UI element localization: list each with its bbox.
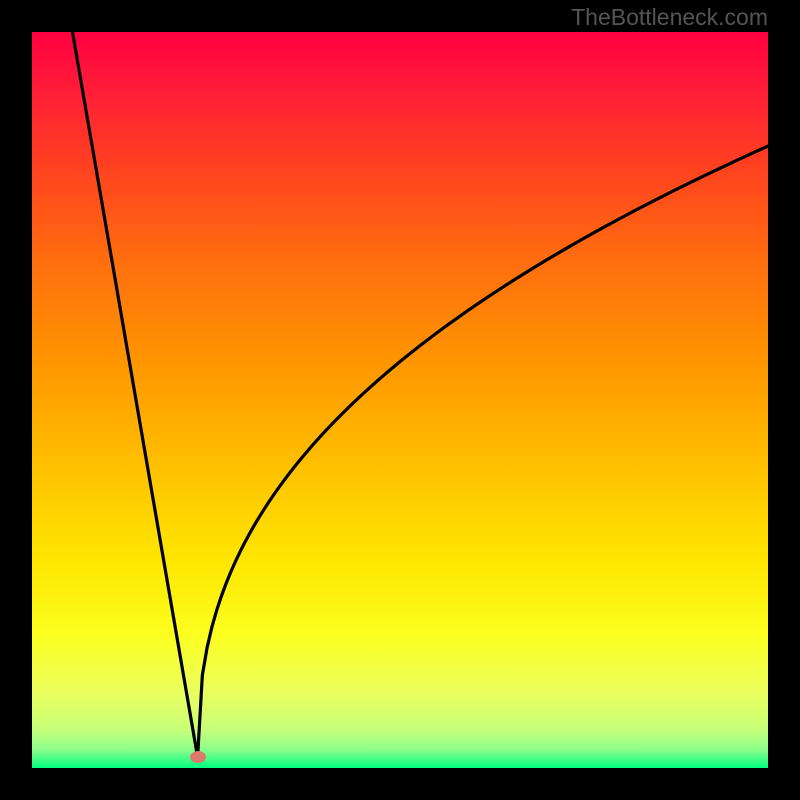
chart-frame: TheBottleneck.com xyxy=(0,0,800,800)
bottleneck-curve xyxy=(72,32,768,757)
curve-layer xyxy=(32,32,768,768)
plot-area xyxy=(32,32,768,768)
optimum-marker xyxy=(190,751,206,763)
watermark-text: TheBottleneck.com xyxy=(571,4,768,31)
